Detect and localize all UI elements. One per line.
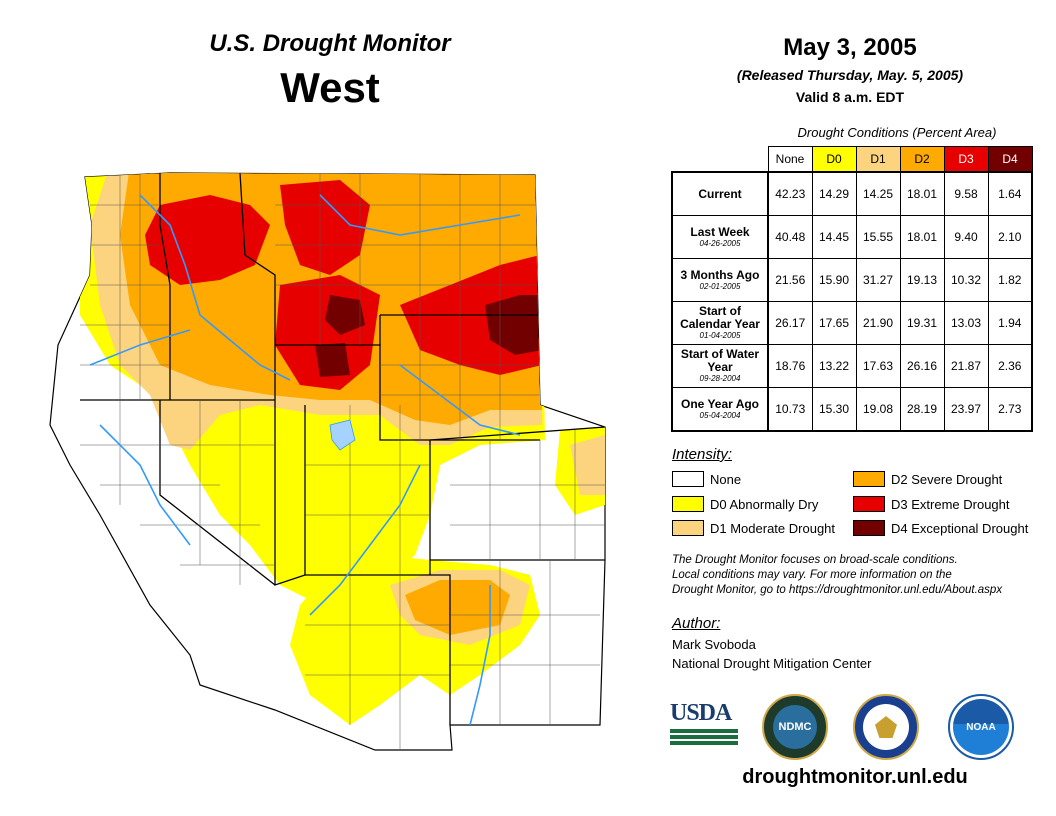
legend-label: None <box>710 471 742 487</box>
legend-label: D1 Moderate Drought <box>710 520 836 536</box>
table-cell: 18.01 <box>899 215 945 259</box>
row-label: Start of Calendar Year 01-04-2005 <box>671 301 769 345</box>
legend-swatch <box>853 520 885 536</box>
table-corner <box>672 147 768 173</box>
table-cell: 10.32 <box>943 258 989 302</box>
legend-swatch <box>853 471 885 487</box>
table-cell: 14.25 <box>855 171 901 216</box>
table-cell: 21.87 <box>943 344 989 388</box>
map-date: May 3, 2005 <box>783 34 917 61</box>
table-cell: 15.90 <box>811 258 857 302</box>
noaa-logo: NOAA <box>948 694 1014 760</box>
legend-swatch <box>672 496 704 512</box>
legend-label: D2 Severe Drought <box>891 471 1003 487</box>
legend-label: D0 Abnormally Dry <box>710 496 819 512</box>
legend-item-d1: D1 Moderate Drought <box>672 520 835 536</box>
table-cell: 26.17 <box>767 301 813 345</box>
table-cell: 17.63 <box>855 344 901 388</box>
note-line: Local conditions may vary. For more info… <box>672 569 952 581</box>
note-line: Drought Monitor, go to https://droughtmo… <box>672 584 1003 596</box>
col-header-d1: D1 <box>855 146 901 173</box>
table-cell: 42.23 <box>767 171 813 216</box>
table-cell: 1.94 <box>987 301 1033 345</box>
col-header-d0: D0 <box>811 146 857 173</box>
legend-item-d4: D4 Exceptional Drought <box>853 520 1028 536</box>
release-date: (Released Thursday, May. 5, 2005) <box>736 67 964 83</box>
table-row: Start of Water Year 09-28-2004 18.76 13.2… <box>671 344 1033 388</box>
drought-conditions-table: None D0 D1 D2 D3 D4 Current 42.23 14.29 … <box>671 146 1033 432</box>
table-cell: 9.40 <box>943 215 989 259</box>
table-cell: 19.08 <box>855 387 901 432</box>
col-header-d4: D4 <box>987 146 1033 173</box>
table-cell: 13.03 <box>943 301 989 345</box>
usda-logo: USDA <box>670 700 738 750</box>
table-cell: 2.10 <box>987 215 1033 259</box>
row-label: Current <box>671 171 769 216</box>
table-cell: 15.30 <box>811 387 857 432</box>
table-cell: 26.16 <box>899 344 945 388</box>
note-line: The Drought Monitor focuses on broad-sca… <box>672 554 958 566</box>
table-cell: 1.64 <box>987 171 1033 216</box>
legend-item-d2: D2 Severe Drought <box>853 471 1002 487</box>
legend-swatch <box>672 520 704 536</box>
table-cell: 28.19 <box>899 387 945 432</box>
legend-item-d3: D3 Extreme Drought <box>853 496 1010 512</box>
legend-item-none: None <box>672 471 741 487</box>
author-org: National Drought Mitigation Center <box>672 656 872 671</box>
drought-map <box>49 172 606 751</box>
table-cell: 2.36 <box>987 344 1033 388</box>
table-cell: 14.29 <box>811 171 857 216</box>
map-title: West <box>280 64 380 111</box>
table-header-row: None D0 D1 D2 D3 D4 <box>672 146 1033 173</box>
table-cell: 31.27 <box>855 258 901 302</box>
table-cell: 9.58 <box>943 171 989 216</box>
row-label: Start of Water Year 09-28-2004 <box>671 344 769 388</box>
table-cell: 17.65 <box>811 301 857 345</box>
table-row: Current 42.23 14.29 14.25 18.01 9.58 1.6… <box>671 171 1033 216</box>
row-label: One Year Ago 05-04-2004 <box>671 387 769 432</box>
table-cell: 13.22 <box>811 344 857 388</box>
website-link[interactable]: droughtmonitor.unl.edu <box>742 766 968 788</box>
table-row: Last Week 04-26-2005 40.48 14.45 15.55 18… <box>671 215 1033 259</box>
legend-swatch <box>853 496 885 512</box>
author-title: Author: <box>672 615 721 632</box>
legend-label: D4 Exceptional Drought <box>891 520 1029 536</box>
col-header-d2: D2 <box>899 146 945 173</box>
commerce-seal <box>853 694 919 760</box>
table-cell: 1.82 <box>987 258 1033 302</box>
table-row: Start of Calendar Year 01-04-2005 26.17 1… <box>671 301 1033 345</box>
table-cell: 40.48 <box>767 215 813 259</box>
col-header-d3: D3 <box>943 146 989 173</box>
legend-title: Intensity: <box>672 446 733 463</box>
legend-item-d0: D0 Abnormally Dry <box>672 496 818 512</box>
row-label: Last Week 04-26-2005 <box>671 215 769 259</box>
table-cell: 21.90 <box>855 301 901 345</box>
table-caption: Drought Conditions (Percent Area) <box>797 125 997 140</box>
table-row: One Year Ago 05-04-2004 10.73 15.30 19.08… <box>671 387 1033 432</box>
table-cell: 18.76 <box>767 344 813 388</box>
col-header-none: None <box>767 146 813 173</box>
map-subtitle: U.S. Drought Monitor <box>209 30 451 57</box>
table-cell: 10.73 <box>767 387 813 432</box>
legend-swatch <box>672 471 704 487</box>
row-label: 3 Months Ago 02-01-2005 <box>671 258 769 302</box>
table-cell: 18.01 <box>899 171 945 216</box>
legend-label: D3 Extreme Drought <box>891 496 1010 512</box>
table-cell: 15.55 <box>855 215 901 259</box>
ndmc-logo: NDMC <box>762 694 828 760</box>
disclaimer-note: The Drought Monitor focuses on broad-sca… <box>672 553 1042 598</box>
table-cell: 23.97 <box>943 387 989 432</box>
table-cell: 2.73 <box>987 387 1033 432</box>
table-cell: 21.56 <box>767 258 813 302</box>
table-cell: 14.45 <box>811 215 857 259</box>
table-cell: 19.13 <box>899 258 945 302</box>
author-name: Mark Svoboda <box>672 637 756 652</box>
table-cell: 19.31 <box>899 301 945 345</box>
valid-time: Valid 8 a.m. EDT <box>795 89 905 105</box>
table-row: 3 Months Ago 02-01-2005 21.56 15.90 31.27… <box>671 258 1033 302</box>
